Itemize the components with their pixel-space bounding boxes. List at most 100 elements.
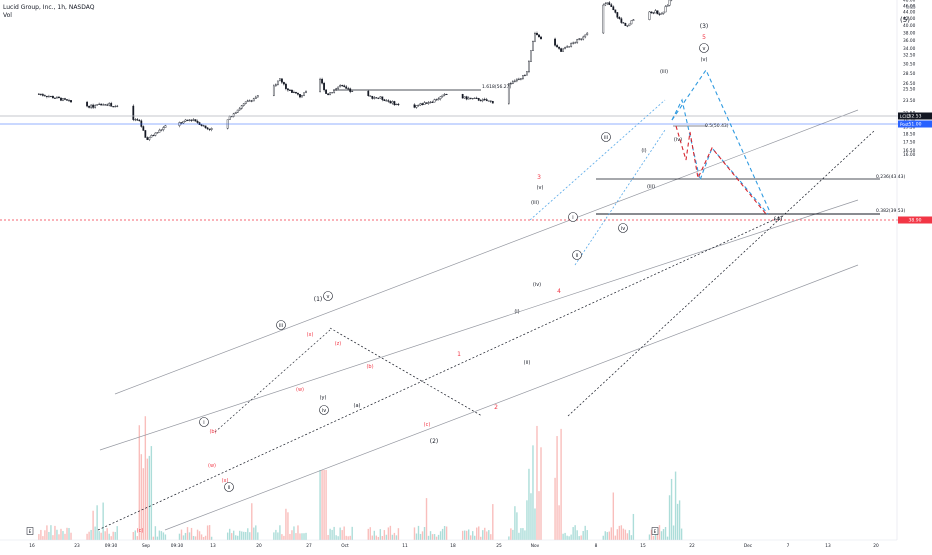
- candle: [44, 96, 45, 97]
- wave-label: (w): [208, 463, 216, 469]
- candle: [209, 129, 210, 130]
- candle: [331, 92, 332, 93]
- candle: [155, 133, 156, 135]
- volume-bar: [520, 528, 521, 540]
- price-tick: 18.50: [903, 132, 916, 138]
- volume-bar: [241, 531, 242, 540]
- candle: [187, 120, 188, 121]
- wave-circle-label: v: [700, 44, 709, 53]
- volume-bar: [388, 527, 389, 540]
- candle: [347, 89, 348, 90]
- volume-bar: [279, 525, 280, 540]
- volume-bar: [584, 526, 585, 540]
- candle: [623, 23, 624, 24]
- candle: [143, 127, 144, 131]
- wave-circle-label: i: [200, 418, 209, 427]
- volume-bar: [528, 469, 529, 540]
- volume-bar: [201, 534, 202, 540]
- candle: [609, 3, 610, 5]
- volume-bar: [98, 531, 99, 540]
- candle: [436, 100, 437, 101]
- candle: [486, 100, 487, 101]
- candle: [669, 0, 670, 5]
- earnings-marker[interactable]: E: [27, 528, 33, 535]
- candle: [247, 101, 248, 102]
- candle: [613, 7, 614, 10]
- last-price-badge-text: 52.53: [909, 114, 922, 120]
- candle: [243, 104, 244, 106]
- volume-bar: [165, 534, 166, 540]
- volume-bar: [564, 533, 565, 540]
- candle: [432, 102, 433, 103]
- candle: [560, 49, 561, 52]
- volume-bar: [605, 531, 606, 540]
- candle: [321, 79, 322, 83]
- volume-bar: [183, 535, 184, 540]
- candle: [376, 98, 377, 99]
- wave-label: 4: [557, 288, 561, 295]
- candle: [368, 91, 369, 96]
- volume-bar: [179, 534, 180, 540]
- volume-bar: [139, 425, 140, 540]
- volume-bar: [54, 526, 55, 540]
- volume-bar: [671, 479, 672, 540]
- volume-bar: [303, 533, 304, 540]
- volume-bar: [376, 536, 377, 540]
- candle: [621, 19, 622, 23]
- post-badge-text: Post: [900, 122, 909, 127]
- candle: [536, 33, 537, 35]
- candle: [582, 37, 583, 39]
- volume-bar: [349, 536, 350, 540]
- volume-bar: [472, 531, 473, 540]
- volume-bar: [464, 530, 465, 540]
- candle: [580, 39, 581, 40]
- volume-bar: [562, 534, 563, 540]
- volume-bar: [149, 456, 150, 540]
- volume-bar: [46, 525, 47, 540]
- candle: [462, 94, 463, 98]
- wave-label: (c): [424, 422, 431, 428]
- volume-bar: [339, 528, 340, 540]
- volume-bar: [151, 446, 152, 540]
- volume-bar: [382, 536, 383, 540]
- volume-bar: [209, 525, 210, 540]
- candle: [299, 94, 300, 97]
- volume-bar: [428, 536, 429, 540]
- volume-bar: [534, 508, 535, 540]
- candle: [197, 121, 198, 122]
- candle: [492, 101, 493, 103]
- candle: [378, 98, 379, 99]
- candle: [370, 96, 371, 97]
- wave-label: (iv): [674, 137, 682, 143]
- fib-0382-label: 0.382(39.53): [876, 208, 906, 214]
- volume-bar: [329, 529, 330, 540]
- wave-label: 3: [537, 174, 541, 181]
- candle: [532, 41, 533, 50]
- earnings-marker[interactable]: E: [652, 528, 658, 535]
- volume-bar: [430, 531, 431, 540]
- volume-bar: [133, 532, 134, 540]
- volume-bar: [440, 531, 441, 540]
- volume-bar: [239, 531, 240, 540]
- candle: [484, 99, 485, 100]
- volume-bar: [100, 533, 101, 540]
- candle: [52, 96, 53, 98]
- volume-bar: [227, 533, 228, 540]
- candle: [558, 47, 559, 48]
- volume-bar: [681, 529, 682, 540]
- volume-bar: [436, 537, 437, 540]
- price-tick: 36.00: [903, 38, 916, 44]
- wave-label: (v): [537, 185, 544, 191]
- candle: [273, 86, 274, 96]
- time-tick: 09:30: [105, 543, 118, 549]
- wave-circle-label: v: [324, 292, 333, 301]
- volume-bar: [416, 533, 417, 540]
- volume-bar: [191, 528, 192, 540]
- candle: [619, 17, 620, 18]
- volume-bar: [470, 535, 471, 540]
- wave-label: (x): [307, 332, 314, 338]
- candle: [231, 116, 232, 117]
- wave-circle-label: i: [569, 213, 578, 222]
